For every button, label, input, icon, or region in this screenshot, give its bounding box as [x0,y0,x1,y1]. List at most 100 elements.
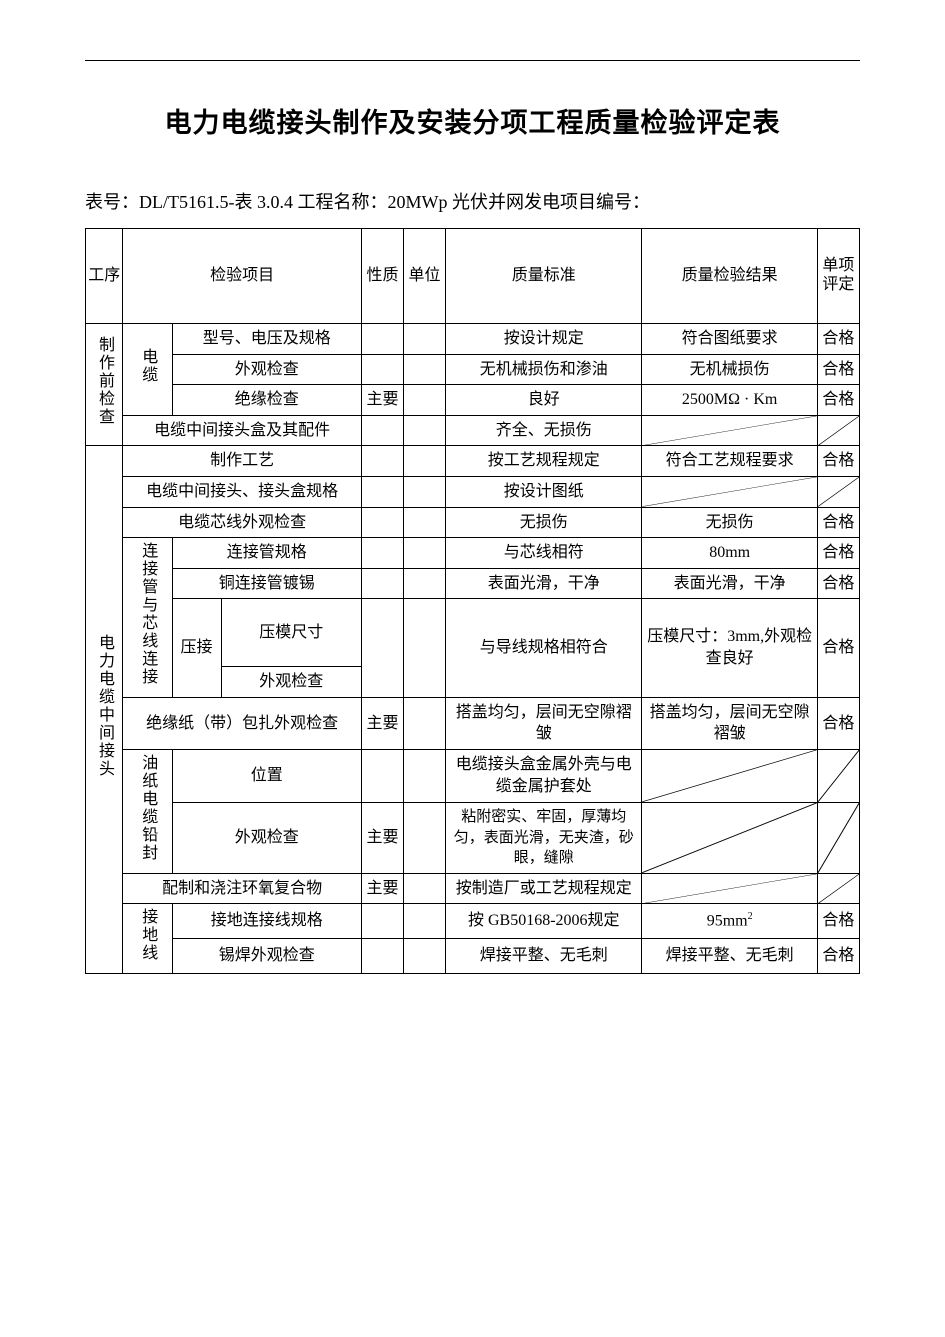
nature-cell [361,538,403,569]
std-cell: 粘附密实、牢固，厚薄均匀，表面光滑，无夹渣，砂眼，缝隙 [446,802,642,873]
result-sup: 2 [748,911,753,922]
std-cell: 与芯线相符 [446,538,642,569]
unit-cell [403,904,445,939]
table-row: 制作前检查 电缆 型号、电压及规格 按设计规定 符合图纸要求 合格 [86,324,860,355]
nature-cell: 主要 [361,873,403,904]
table-row: 压接 压模尺寸 与导线规格相符合 压模尺寸：3mm,外观检查良好 合格 [86,599,860,667]
std-cell: 按设计规定 [446,324,642,355]
page-title: 电力电缆接头制作及安装分项工程质量检验评定表 [85,101,860,140]
std-cell: 无机械损伤和渗油 [446,354,642,385]
group-cell: 电缆 [123,324,172,416]
item-cell: 型号、电压及规格 [172,324,361,355]
unit-cell [403,507,445,538]
meta-num-label: 编号： [596,192,650,212]
item-cell: 电缆中间接头、接头盒规格 [123,476,362,507]
std-cell: 表面光滑，干净 [446,568,642,599]
eval-cell-blank [817,802,859,873]
header-col6: 质量检验结果 [642,229,817,324]
unit-cell [403,385,445,416]
eval-cell: 合格 [817,507,859,538]
eval-cell: 合格 [817,568,859,599]
item-cell: 电缆芯线外观检查 [123,507,362,538]
item-cell: 外观检查 [172,354,361,385]
top-rule [85,60,860,61]
std-cell: 焊接平整、无毛刺 [446,939,642,974]
group-cell: 接地线 [123,904,172,974]
std-cell: 齐全、无损伤 [446,415,642,446]
nature-cell: 主要 [361,385,403,416]
header-col5: 质量标准 [446,229,642,324]
eval-cell: 合格 [817,939,859,974]
nature-cell [361,749,403,802]
eval-cell-blank [817,415,859,446]
section-cell: 电力电缆中间接头 [86,446,123,973]
nature-cell [361,507,403,538]
std-cell: 良好 [446,385,642,416]
item-cell: 位置 [172,749,361,802]
section-cell: 制作前检查 [86,324,123,446]
unit-cell [403,538,445,569]
table-row: 绝缘检查 主要 良好 2500MΩ · Km 合格 [86,385,860,416]
nature-cell: 主要 [361,697,403,749]
result-cell: 无损伤 [642,507,817,538]
nature-cell [361,939,403,974]
unit-cell [403,415,445,446]
eval-cell: 合格 [817,385,859,416]
header-col2: 检验项目 [123,229,362,324]
item-cell: 制作工艺 [123,446,362,477]
nature-cell: 主要 [361,802,403,873]
table-row: 电力电缆中间接头 制作工艺 按工艺规程规定 符合工艺规程要求 合格 [86,446,860,477]
eval-cell: 合格 [817,446,859,477]
eval-cell: 合格 [817,904,859,939]
unit-cell [403,324,445,355]
result-cell: 95mm2 [642,904,817,939]
result-cell: 搭盖均匀，层间无空隙褶皱 [642,697,817,749]
std-cell: 无损伤 [446,507,642,538]
std-cell: 与导线规格相符合 [446,599,642,697]
result-cell: 2500MΩ · Km [642,385,817,416]
result-cell: 焊接平整、无毛刺 [642,939,817,974]
result-cell-blank [642,415,817,446]
table-row: 锡焊外观检查 焊接平整、无毛刺 焊接平整、无毛刺 合格 [86,939,860,974]
unit-cell [403,599,445,697]
item-cell: 接地连接线规格 [172,904,361,939]
item-cell: 绝缘纸（带）包扎外观检查 [123,697,362,749]
item-cell: 连接管规格 [172,538,361,569]
std-cell: 按工艺规程规定 [446,446,642,477]
meta-table-no: DL/T5161.5-表 3.0.4 [139,192,293,212]
item-cell: 配制和浇注环氧复合物 [123,873,362,904]
nature-cell [361,904,403,939]
result-cell-blank [642,873,817,904]
item-cell: 绝缘检查 [172,385,361,416]
header-col3: 性质 [361,229,403,324]
std-cell: 按设计图纸 [446,476,642,507]
item-cell: 电缆中间接头盒及其配件 [123,415,362,446]
table-row: 电缆中间接头盒及其配件 齐全、无损伤 [86,415,860,446]
item-cell: 锡焊外观检查 [172,939,361,974]
unit-cell [403,697,445,749]
table-row: 铜连接管镀锡 表面光滑，干净 表面光滑，干净 合格 [86,568,860,599]
subgroup-cell: 压接 [172,599,221,697]
eval-cell: 合格 [817,599,859,697]
unit-cell [403,802,445,873]
header-col7: 单项评定 [817,229,859,324]
unit-cell [403,873,445,904]
result-cell: 符合工艺规程要求 [642,446,817,477]
table-row: 接地线 接地连接线规格 按 GB50168-2006规定 95mm2 合格 [86,904,860,939]
item-cell: 铜连接管镀锡 [172,568,361,599]
item-cell: 外观检查 [172,802,361,873]
table-row: 电缆芯线外观检查 无损伤 无损伤 合格 [86,507,860,538]
table-header-row: 工序 检验项目 性质 单位 质量标准 质量检验结果 单项评定 [86,229,860,324]
meta-prefix: 表号： [85,192,139,212]
nature-cell [361,568,403,599]
eval-cell-blank [817,749,859,802]
unit-cell [403,939,445,974]
group-cell: 连接管与芯线连接 [123,538,172,698]
table-row: 配制和浇注环氧复合物 主要 按制造厂或工艺规程规定 [86,873,860,904]
std-cell: 电缆接头盒金属外壳与电缆金属护套处 [446,749,642,802]
eval-cell: 合格 [817,697,859,749]
nature-cell [361,415,403,446]
table-row: 电缆中间接头、接头盒规格 按设计图纸 [86,476,860,507]
eval-cell: 合格 [817,354,859,385]
meta-proj-label: 工程名称： [297,192,387,212]
